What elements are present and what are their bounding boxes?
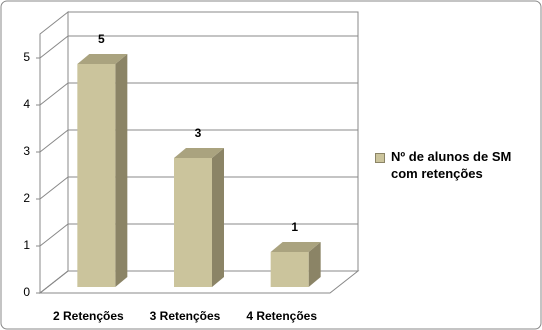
grid-line — [39, 129, 358, 153]
x-tick-label: 3 Retenções — [150, 309, 221, 323]
y-tick-label: 4 — [23, 97, 30, 111]
y-tick-label: 0 — [23, 285, 30, 299]
legend: Nº de alunos de SM com retenções — [375, 148, 525, 182]
grid-line — [39, 176, 358, 200]
bar — [174, 158, 212, 287]
legend-label: Nº de alunos de SM com retenções — [391, 149, 512, 181]
grid-line — [39, 270, 358, 294]
bar — [270, 252, 309, 287]
data-label: 1 — [291, 220, 298, 234]
y-tick-label: 1 — [23, 238, 30, 252]
bar-top — [77, 54, 128, 64]
grid-line — [39, 223, 358, 247]
legend-key — [375, 153, 385, 163]
grid-line — [39, 82, 358, 106]
y-tick-label: 3 — [23, 144, 30, 158]
y-tick-label: 5 — [23, 50, 30, 64]
data-label: 5 — [98, 32, 105, 46]
bar — [77, 64, 116, 287]
bar-side — [212, 148, 224, 287]
bar-top — [174, 148, 224, 158]
bar-top — [270, 242, 321, 252]
data-label: 3 — [195, 126, 202, 140]
y-tick-label: 2 — [23, 191, 30, 205]
bar-side — [115, 54, 128, 287]
grid-line — [39, 35, 358, 59]
x-tick-label: 2 Retenções — [53, 309, 124, 323]
bar-side — [308, 242, 321, 287]
x-tick-label: 4 Retenções — [246, 309, 317, 323]
